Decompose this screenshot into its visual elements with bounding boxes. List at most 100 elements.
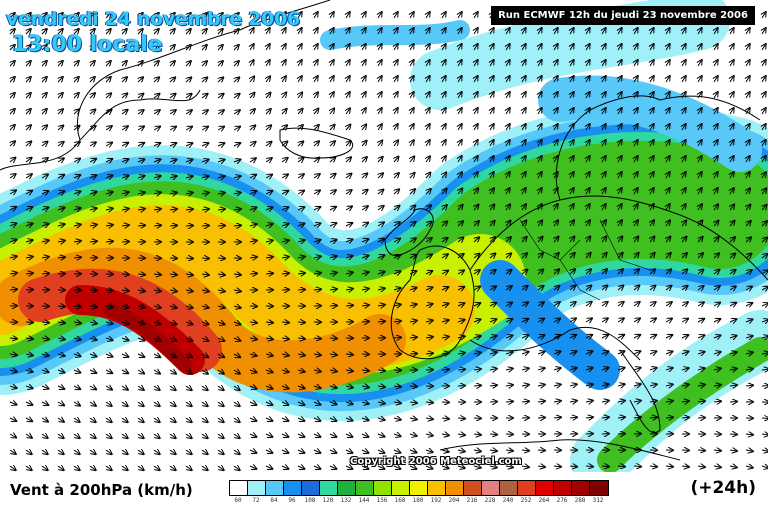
wind-arrow bbox=[169, 192, 177, 194]
wind-arrow bbox=[73, 126, 80, 130]
wind-arrow bbox=[682, 92, 686, 99]
wind-arrow bbox=[586, 172, 590, 179]
wind-arrow bbox=[90, 61, 95, 66]
wind-arrow bbox=[489, 286, 496, 290]
wind-arrow bbox=[570, 44, 574, 51]
wind-arrow bbox=[442, 12, 446, 19]
wind-arrow bbox=[137, 418, 144, 422]
wind-arrow bbox=[265, 257, 273, 258]
wind-arrow bbox=[249, 354, 257, 356]
wind-arrow bbox=[698, 92, 702, 99]
wind-arrow bbox=[441, 254, 448, 258]
wind-arrow bbox=[313, 273, 321, 274]
wind-arrow bbox=[345, 206, 352, 210]
wind-arrow bbox=[250, 28, 254, 35]
wind-arrow bbox=[330, 76, 334, 83]
wind-arrow bbox=[361, 289, 369, 291]
wind-arrow bbox=[185, 402, 192, 406]
wind-arrow bbox=[602, 44, 606, 51]
legend-swatch bbox=[572, 481, 590, 495]
wind-arrow bbox=[89, 402, 96, 406]
wind-arrow bbox=[297, 466, 304, 469]
wind-arrow bbox=[698, 28, 702, 35]
wind-arrow bbox=[505, 270, 512, 274]
wind-arrow bbox=[330, 28, 334, 35]
wind-arrow bbox=[73, 434, 80, 438]
wind-arrow bbox=[153, 338, 161, 341]
legend-tick-label: 228 bbox=[484, 497, 496, 504]
wind-arrow bbox=[650, 237, 654, 243]
wind-arrow bbox=[121, 434, 128, 438]
wind-arrow bbox=[633, 368, 641, 370]
wind-arrow bbox=[457, 369, 465, 370]
wind-arrow bbox=[730, 44, 734, 51]
wind-arrow bbox=[58, 29, 63, 34]
wind-arrow bbox=[25, 257, 33, 259]
wind-arrow bbox=[586, 44, 590, 51]
wind-arrow bbox=[410, 44, 414, 51]
wind-arrow bbox=[394, 28, 398, 35]
wind-arrow bbox=[185, 94, 192, 98]
wind-arrow bbox=[217, 226, 225, 227]
wind-arrow bbox=[569, 368, 577, 370]
wind-arrow bbox=[634, 44, 638, 51]
wind-arrow bbox=[393, 337, 401, 338]
wind-arrow bbox=[169, 386, 176, 390]
wind-arrow bbox=[233, 338, 240, 341]
wind-arrow bbox=[617, 318, 624, 322]
wind-arrow bbox=[233, 143, 240, 146]
wind-arrow bbox=[473, 336, 481, 338]
wind-arrow bbox=[682, 76, 686, 83]
wind-arrow bbox=[409, 386, 417, 387]
wind-arrow bbox=[25, 290, 33, 291]
wind-arrow bbox=[410, 76, 414, 83]
wind-arrow bbox=[201, 209, 209, 210]
wind-arrow bbox=[633, 417, 641, 418]
wind-arrow bbox=[89, 434, 96, 438]
wind-arrow bbox=[714, 156, 718, 163]
wind-arrow bbox=[57, 418, 64, 422]
wind-arrow bbox=[409, 255, 416, 258]
wind-arrow bbox=[681, 352, 689, 355]
wind-arrow bbox=[329, 223, 336, 226]
wind-arrow bbox=[329, 418, 336, 421]
wind-arrow bbox=[713, 270, 720, 274]
wind-arrow bbox=[649, 368, 657, 370]
wind-arrow bbox=[746, 44, 750, 51]
wind-arrow bbox=[458, 92, 462, 99]
wind-arrow bbox=[698, 76, 702, 83]
wind-arrow bbox=[202, 45, 207, 50]
wind-arrow bbox=[442, 44, 446, 51]
wind-arrow bbox=[698, 221, 702, 227]
wind-arrow bbox=[105, 418, 112, 422]
wind-arrow bbox=[698, 204, 702, 211]
wind-arrow bbox=[233, 434, 240, 438]
wind-arrow bbox=[58, 77, 63, 82]
color-legend: 60 72 84 96 108 120 132 144 156 168 180 192 204 216 22… bbox=[229, 480, 609, 508]
wind-arrow bbox=[393, 386, 401, 387]
wind-arrow bbox=[522, 124, 526, 131]
wind-arrow bbox=[730, 156, 734, 163]
wind-arrow bbox=[602, 156, 606, 163]
wind-arrow bbox=[169, 466, 176, 470]
wind-arrow bbox=[746, 237, 751, 242]
wind-arrow bbox=[569, 318, 576, 322]
wind-arrow bbox=[329, 289, 337, 290]
wind-arrow bbox=[457, 418, 465, 419]
wind-arrow bbox=[265, 450, 272, 453]
wind-arrow bbox=[730, 172, 734, 179]
wind-arrow bbox=[585, 351, 592, 354]
legend-tick-label: 216 bbox=[466, 497, 478, 504]
wind-arrow bbox=[681, 302, 688, 306]
wind-arrow bbox=[713, 368, 721, 370]
wind-arrow bbox=[570, 237, 574, 243]
wind-arrow bbox=[618, 156, 622, 163]
wind-arrow bbox=[586, 92, 590, 99]
wind-arrow bbox=[730, 221, 735, 226]
wind-arrow bbox=[473, 434, 481, 435]
wind-arrow bbox=[602, 92, 606, 99]
wind-arrow bbox=[410, 12, 414, 19]
wind-arrow bbox=[185, 127, 192, 130]
wind-arrow bbox=[473, 254, 480, 258]
wind-arrow bbox=[473, 369, 481, 370]
